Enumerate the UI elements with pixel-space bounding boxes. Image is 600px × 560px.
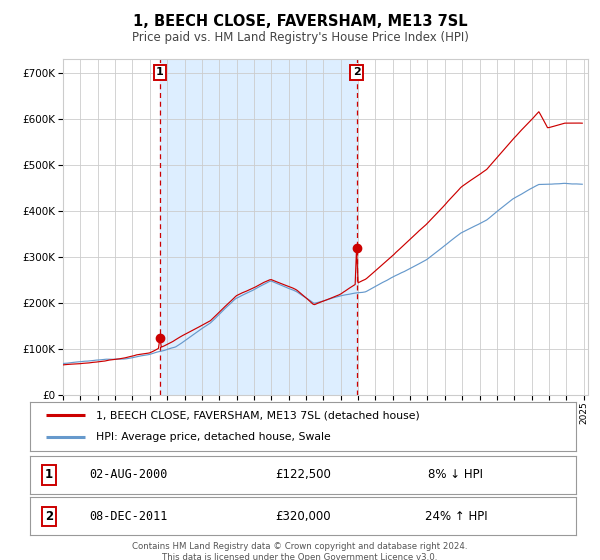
Text: 02-AUG-2000: 02-AUG-2000 [89,468,167,482]
Text: 1, BEECH CLOSE, FAVERSHAM, ME13 7SL: 1, BEECH CLOSE, FAVERSHAM, ME13 7SL [133,14,467,29]
Text: 24% ↑ HPI: 24% ↑ HPI [425,510,487,523]
Text: HPI: Average price, detached house, Swale: HPI: Average price, detached house, Swal… [95,432,330,442]
Text: 08-DEC-2011: 08-DEC-2011 [89,510,167,523]
Text: Contains HM Land Registry data © Crown copyright and database right 2024.: Contains HM Land Registry data © Crown c… [132,542,468,550]
Text: 2: 2 [353,67,361,77]
Bar [160,59,356,395]
Text: £122,500: £122,500 [275,468,331,482]
Text: 2: 2 [45,510,53,523]
Text: 8% ↓ HPI: 8% ↓ HPI [428,468,484,482]
Text: 1: 1 [45,468,53,482]
Text: Price paid vs. HM Land Registry's House Price Index (HPI): Price paid vs. HM Land Registry's House … [131,31,469,44]
Text: 1: 1 [156,67,164,77]
Text: £320,000: £320,000 [275,510,331,523]
Text: This data is licensed under the Open Government Licence v3.0.: This data is licensed under the Open Gov… [163,553,437,560]
Text: 1, BEECH CLOSE, FAVERSHAM, ME13 7SL (detached house): 1, BEECH CLOSE, FAVERSHAM, ME13 7SL (det… [95,410,419,421]
